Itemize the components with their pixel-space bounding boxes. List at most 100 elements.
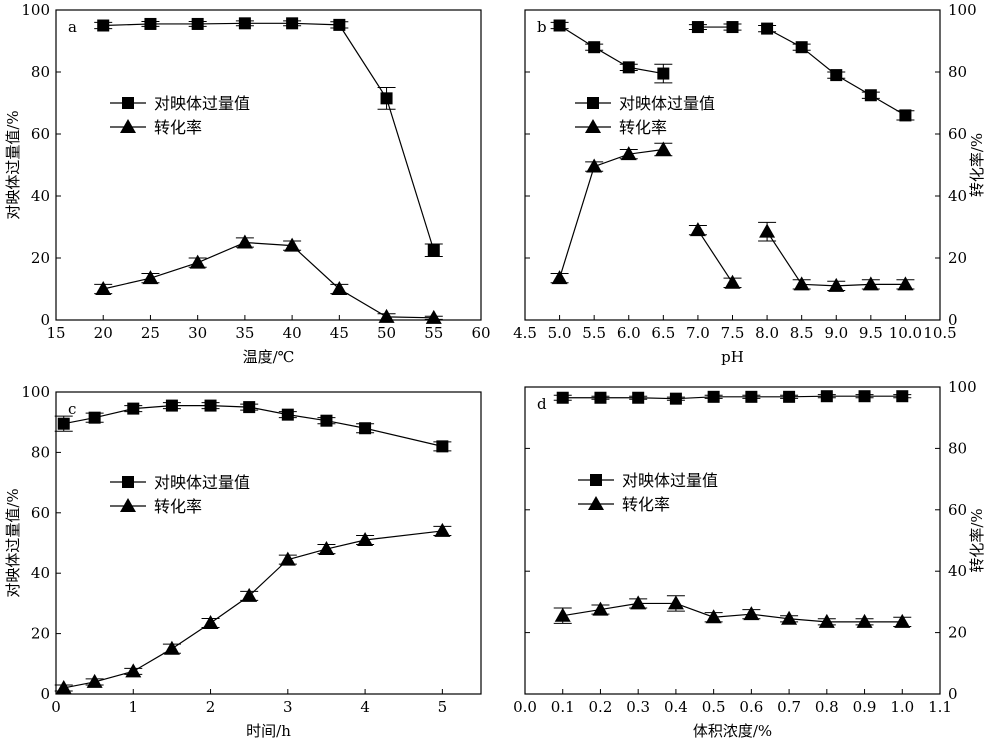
x-axis-label: 温度/℃ (243, 348, 295, 366)
panel-label: c (68, 400, 76, 418)
data-point (669, 392, 682, 405)
y-tick-label-right: 60 (948, 501, 967, 519)
x-tick-label: 30 (188, 324, 207, 342)
data-point (551, 270, 568, 285)
series-line (766, 231, 906, 287)
data-point (238, 17, 251, 30)
y-tick-label-right: 40 (948, 187, 967, 205)
legend-label: 转化率 (622, 495, 670, 514)
data-point (142, 270, 159, 285)
y-tick-label-right: 40 (948, 562, 967, 580)
x-axis-label: pH (721, 348, 744, 366)
data-point (191, 17, 204, 30)
data-point (236, 234, 253, 249)
data-point (318, 541, 335, 556)
x-tick-label: 25 (141, 324, 160, 342)
series-line (63, 404, 443, 447)
x-tick-label: 20 (94, 324, 113, 342)
data-point (125, 663, 142, 678)
series-line (559, 148, 664, 279)
y-tick-label: 0 (40, 685, 50, 703)
series-conversion (94, 234, 443, 324)
data-point (189, 254, 206, 269)
y-tick-label-right: 20 (948, 249, 967, 267)
x-tick-label: 1.0 (890, 698, 914, 716)
data-point (862, 276, 879, 291)
legend-marker (122, 97, 134, 109)
x-tick-label: 15 (46, 324, 65, 342)
y-tick-label: 100 (21, 383, 50, 401)
data-point (899, 109, 912, 122)
data-point (436, 440, 449, 453)
data-point (781, 610, 798, 625)
data-point (88, 411, 101, 424)
x-tick-label: 8.5 (790, 324, 814, 342)
data-point (163, 640, 180, 655)
series-line (103, 22, 435, 251)
data-point (320, 414, 333, 427)
panel-label: a (68, 18, 77, 36)
data-point (667, 595, 684, 610)
data-point (434, 522, 451, 537)
plot-frame (524, 9, 941, 321)
data-point (127, 402, 140, 415)
data-point (57, 417, 70, 430)
data-point (586, 158, 603, 173)
y-tick-label: 40 (31, 564, 50, 582)
plot-frame (55, 9, 482, 321)
data-point (622, 61, 635, 74)
data-point (856, 613, 873, 628)
y-tick-label: 60 (31, 125, 50, 143)
data-point (241, 587, 258, 602)
x-tick-label: 6.5 (651, 324, 675, 342)
data-point (761, 22, 774, 35)
data-point (553, 19, 566, 32)
data-point (820, 390, 833, 403)
series-conversion (550, 141, 915, 292)
data-point (592, 601, 609, 616)
x-tick-label: 0.7 (777, 698, 801, 716)
data-point (594, 391, 607, 404)
x-tick-label: 8.0 (755, 324, 779, 342)
data-point (378, 308, 395, 323)
x-tick-label: 0.6 (739, 698, 763, 716)
data-point (86, 673, 103, 688)
data-point (380, 92, 393, 105)
data-point (281, 408, 294, 421)
x-tick-label: 0.9 (853, 698, 877, 716)
x-tick-label: 0.1 (551, 698, 575, 716)
y-tick-label-right: 80 (948, 439, 967, 457)
x-tick-label: 1 (128, 698, 138, 716)
legend-marker (587, 97, 599, 109)
panel-label: b (537, 18, 547, 36)
data-point (204, 399, 217, 412)
x-tick-label: 0 (51, 698, 61, 716)
data-point (795, 41, 808, 54)
series-line (63, 530, 443, 689)
y-axis-label-right: 转化率/% (968, 508, 986, 572)
legend-label: 对映体过量值 (622, 471, 718, 490)
legend-label: 对映体过量值 (154, 473, 250, 492)
x-tick-label: 55 (424, 324, 443, 342)
x-tick-label: 7.0 (686, 324, 710, 342)
series-ee (54, 399, 452, 453)
data-point (897, 276, 914, 291)
data-point (55, 679, 72, 694)
y-tick-label: 100 (21, 1, 50, 19)
x-tick-label: 2 (206, 698, 216, 716)
data-point (830, 69, 843, 82)
data-point (357, 531, 374, 546)
series-ee (550, 19, 915, 122)
data-point (632, 391, 645, 404)
data-point (425, 309, 442, 324)
x-tick-label: 0.4 (664, 698, 688, 716)
y-tick-label-right: 80 (948, 63, 967, 81)
y-tick-label: 80 (31, 443, 50, 461)
data-point (554, 607, 571, 622)
y-tick-label: 0 (40, 311, 50, 329)
x-tick-label: 9.0 (824, 324, 848, 342)
x-tick-label: 9.5 (859, 324, 883, 342)
